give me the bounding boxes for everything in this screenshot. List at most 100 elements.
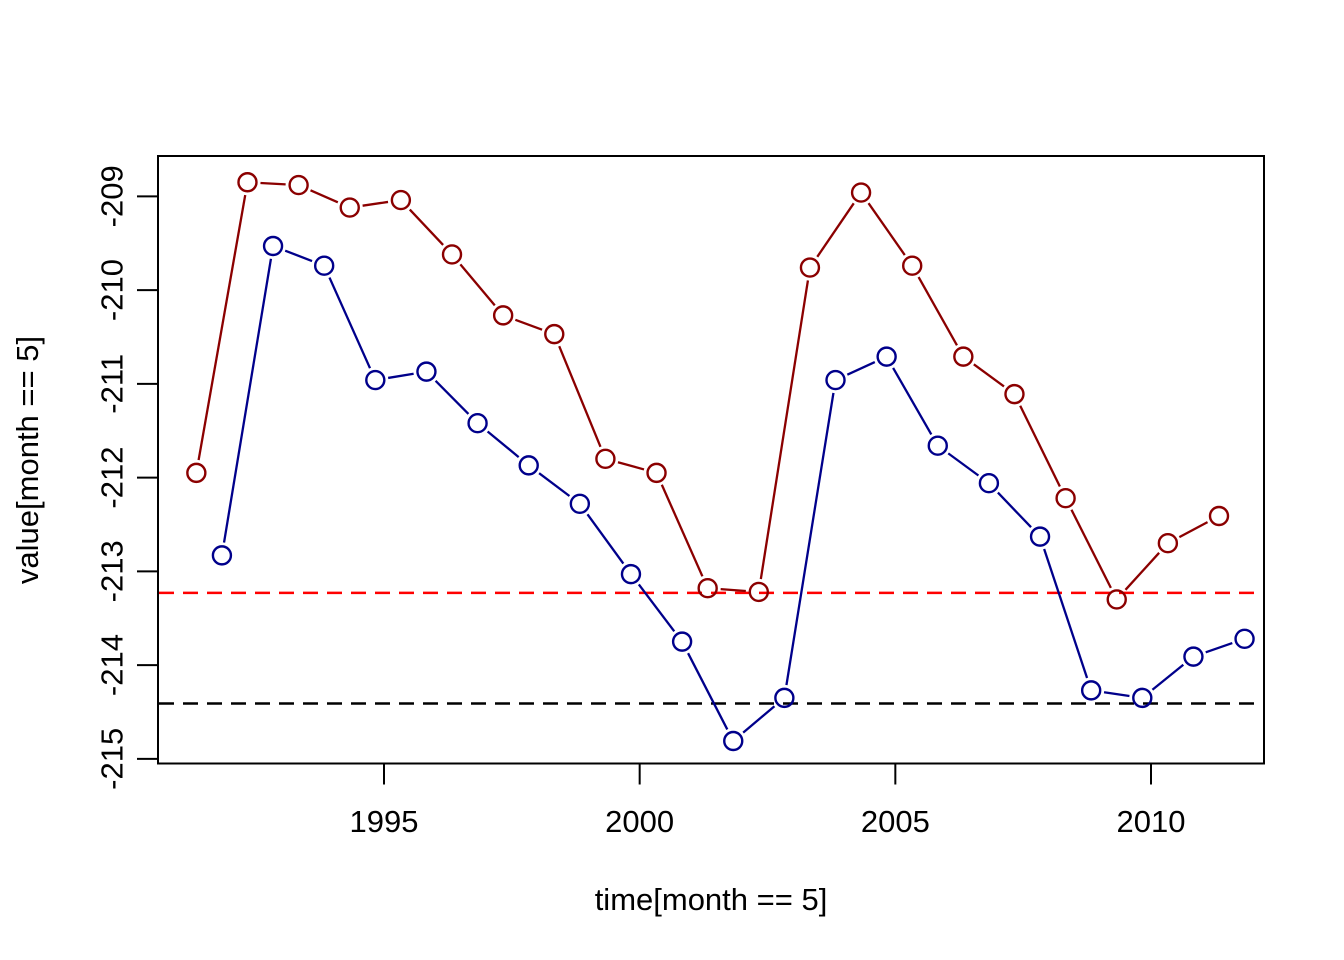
line-segment xyxy=(310,189,339,204)
data-point-marker xyxy=(697,577,718,599)
data-point-marker xyxy=(748,581,770,603)
data-point-marker xyxy=(595,448,616,470)
data-point-marker xyxy=(313,255,335,276)
data-point-marker xyxy=(799,257,821,278)
line-segment xyxy=(284,249,313,263)
data-point-marker xyxy=(492,305,514,326)
line-segment xyxy=(1043,548,1089,679)
line-segment xyxy=(1178,521,1209,539)
data-point-marker xyxy=(467,412,488,434)
data-point-marker xyxy=(416,361,437,382)
line-segment xyxy=(785,392,835,686)
line-segment xyxy=(947,452,980,477)
x-tick-label: 2005 xyxy=(861,804,930,839)
data-point-marker xyxy=(953,346,974,367)
data-point-marker xyxy=(339,197,360,218)
x-axis-title: time[month == 5] xyxy=(595,882,828,917)
data-point-marker xyxy=(390,189,412,211)
line-segment xyxy=(1205,642,1233,654)
y-tick-label: -210 xyxy=(95,259,130,321)
line-segment xyxy=(759,280,810,580)
y-tick-label: -214 xyxy=(95,634,130,696)
line-segment xyxy=(459,263,496,307)
data-point-marker xyxy=(620,563,642,585)
data-point-marker xyxy=(850,182,872,203)
x-tick-label: 2010 xyxy=(1117,804,1186,839)
data-point-marker xyxy=(288,174,309,196)
data-point-marker xyxy=(365,369,386,391)
y-axis-title: value[month == 5] xyxy=(10,336,45,584)
data-point-marker xyxy=(1055,487,1076,509)
line-segment xyxy=(1124,552,1160,591)
line-segment xyxy=(997,491,1032,529)
y-tick-label: -211 xyxy=(95,354,130,414)
line-segment xyxy=(1070,509,1112,589)
data-point-marker xyxy=(1004,383,1025,405)
line-segment xyxy=(973,363,1005,388)
data-point-marker xyxy=(646,462,667,484)
line-segment xyxy=(197,194,247,461)
data-point-marker xyxy=(723,730,744,752)
data-point-marker xyxy=(544,323,565,345)
x-tick-label: 1995 xyxy=(350,804,419,839)
x-tick-label: 2000 xyxy=(605,804,674,839)
data-series-layer xyxy=(186,172,1255,752)
data-point-marker xyxy=(774,687,795,709)
x-axis: 1995 2000 2005 2010 xyxy=(350,764,1186,839)
line-segment xyxy=(514,318,543,331)
data-point-marker xyxy=(237,172,258,193)
line-segment xyxy=(720,587,746,593)
line-segment xyxy=(434,380,470,415)
line-segment xyxy=(586,513,625,565)
line-segment xyxy=(687,652,729,730)
data-point-marker xyxy=(1208,505,1230,527)
line-segment xyxy=(917,276,958,346)
dark-blue-series xyxy=(211,235,1255,752)
data-point-marker xyxy=(186,462,207,484)
data-point-marker xyxy=(876,346,897,367)
line-segment xyxy=(1019,405,1061,488)
plot-box xyxy=(157,155,1265,765)
data-point-marker xyxy=(262,235,284,257)
data-point-marker xyxy=(902,255,923,276)
line-segment xyxy=(387,372,414,380)
data-point-marker xyxy=(569,493,591,515)
reference-lines xyxy=(159,591,1263,705)
y-tick-label: -209 xyxy=(95,165,130,227)
data-point-marker xyxy=(1029,526,1051,547)
line-segment xyxy=(362,200,389,207)
line-segment xyxy=(538,472,571,497)
data-point-marker xyxy=(211,545,233,566)
data-point-marker xyxy=(1234,628,1255,650)
line-segment xyxy=(1103,691,1130,698)
y-tick-label: -213 xyxy=(95,540,130,602)
line-segment xyxy=(408,208,444,246)
line-segment xyxy=(328,277,372,369)
line-segment xyxy=(816,202,855,258)
dark-red-series xyxy=(186,172,1230,610)
line-segment xyxy=(637,583,676,632)
data-point-marker xyxy=(1157,532,1179,554)
y-tick-label: -212 xyxy=(95,447,130,509)
data-point-marker xyxy=(927,435,948,456)
line-segment xyxy=(617,461,645,471)
data-point-marker xyxy=(671,631,693,652)
line-segment xyxy=(742,705,776,734)
data-point-marker xyxy=(441,244,463,265)
data-point-marker xyxy=(1132,687,1153,709)
line-segment xyxy=(1151,663,1185,691)
line-segment xyxy=(486,430,520,458)
data-point-marker xyxy=(1183,646,1204,667)
line-segment xyxy=(558,345,602,448)
y-tick-label: -215 xyxy=(95,728,130,790)
line-segment xyxy=(846,360,876,376)
line-segment xyxy=(660,484,704,577)
line-segment xyxy=(260,181,286,186)
data-point-marker xyxy=(518,455,539,476)
line-segment xyxy=(222,258,273,543)
data-point-marker xyxy=(1106,589,1127,610)
line-segment xyxy=(892,367,933,435)
data-point-marker xyxy=(978,472,1000,494)
